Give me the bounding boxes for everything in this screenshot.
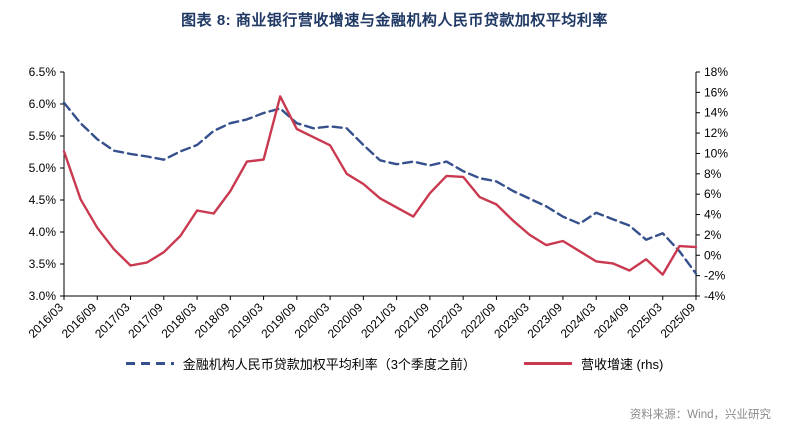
left-axis-tick-label: 6.0% bbox=[29, 97, 57, 111]
legend-item-revenue-growth: 营收增速 (rhs) bbox=[523, 354, 664, 373]
revenue-growth-series-line bbox=[62, 95, 698, 276]
x-axis-tick-label: 2025/09 bbox=[658, 300, 699, 341]
legend-label: 营收增速 (rhs) bbox=[580, 357, 664, 372]
source-note: 资料来源：Wind，兴业研究 bbox=[629, 409, 771, 421]
line-chart: 3.0% 3.5% 4.0% 4.5% 5.0% 5.5% 6.0% 6.5% -4% -2% 0%… bbox=[26, 65, 729, 341]
right-axis-tick-label: 6% bbox=[704, 187, 722, 201]
left-axis-tick-label: 3.5% bbox=[29, 257, 57, 271]
x-axis-tick-label: 2020/09 bbox=[325, 300, 366, 341]
left-axis-tick-label: 5.5% bbox=[29, 129, 57, 143]
legend-item-loan-rate: 金融机构人民币贷款加权平均利率（3个季度之前） bbox=[125, 354, 476, 373]
x-axis-tick-label: 2019/09 bbox=[258, 300, 299, 341]
chart-title: 图表 8: 商业银行营收增速与金融机构人民币贷款加权平均利率 bbox=[181, 12, 608, 29]
x-axis-tick-label: 2016/03 bbox=[26, 300, 67, 341]
x-axis-tick-label: 2018/09 bbox=[192, 300, 233, 341]
right-axis-tick-label: -4% bbox=[704, 289, 726, 303]
x-axis-tick-label: 2018/03 bbox=[159, 300, 200, 341]
chart-legend: 金融机构人民币贷款加权平均利率（3个季度之前） 营收增速 (rhs) bbox=[0, 354, 789, 373]
x-axis-tick-label: 2021/09 bbox=[391, 300, 432, 341]
left-axis-tick-label: 3.0% bbox=[29, 289, 57, 303]
right-axis-tick-label: 18% bbox=[704, 65, 728, 79]
x-axis-tick-label: 2016/09 bbox=[59, 300, 100, 341]
x-axis-tick-label: 2019/03 bbox=[225, 300, 266, 341]
right-axis-tick-label: 12% bbox=[704, 126, 728, 140]
x-axis-tick-label: 2017/09 bbox=[125, 300, 166, 341]
right-axis-tick-label: 10% bbox=[704, 146, 728, 160]
right-axis-tick-label: 14% bbox=[704, 106, 728, 120]
legend-label: 金融机构人民币贷款加权平均利率（3个季度之前） bbox=[182, 357, 476, 372]
left-axis-tick-label: 4.5% bbox=[29, 193, 57, 207]
left-axis-tick-label: 5.0% bbox=[29, 161, 57, 175]
right-axis-tick-label: 8% bbox=[704, 167, 722, 181]
dashed-line-sample bbox=[125, 362, 174, 365]
right-axis-tick-label: 0% bbox=[704, 248, 722, 262]
solid-line-sample bbox=[523, 362, 572, 365]
x-axis-tick-label: 2017/03 bbox=[92, 300, 133, 341]
x-axis-tick-label: 2022/03 bbox=[425, 300, 466, 341]
right-axis-tick-label: 2% bbox=[704, 228, 722, 242]
x-axis-tick-label: 2024/09 bbox=[591, 300, 632, 341]
loan-rate-series-line bbox=[62, 101, 698, 275]
left-axis-tick-label: 6.5% bbox=[29, 65, 57, 79]
right-axis-tick-label: -2% bbox=[704, 269, 726, 283]
x-axis-tick-label: 2024/03 bbox=[558, 300, 599, 341]
right-axis-tick-label: 4% bbox=[704, 208, 722, 222]
left-axis-tick-label: 4.0% bbox=[29, 225, 57, 239]
x-axis-tick-label: 2020/03 bbox=[292, 300, 333, 341]
right-axis-tick-label: 16% bbox=[704, 85, 728, 99]
x-axis-tick-label: 2021/03 bbox=[358, 300, 399, 341]
x-axis-tick-label: 2023/03 bbox=[491, 300, 532, 341]
x-axis-tick-label: 2022/09 bbox=[458, 300, 499, 341]
x-axis-tick-label: 2023/09 bbox=[524, 300, 565, 341]
x-axis-tick-label: 2025/03 bbox=[624, 300, 665, 341]
